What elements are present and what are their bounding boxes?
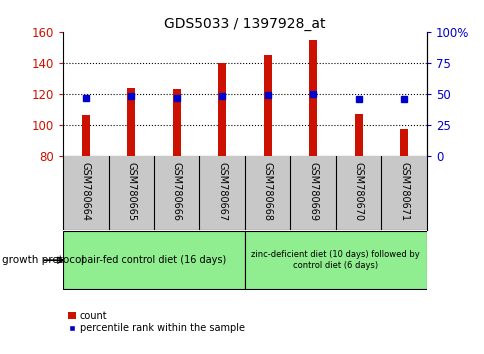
Text: GSM780668: GSM780668	[262, 162, 272, 221]
Bar	[81, 115, 90, 156]
Text: GSM780669: GSM780669	[307, 162, 318, 221]
Text: pair-fed control diet (16 days): pair-fed control diet (16 days)	[81, 255, 226, 265]
Text: GSM780664: GSM780664	[81, 162, 91, 221]
Text: GSM780665: GSM780665	[126, 162, 136, 221]
Text: GSM780671: GSM780671	[398, 162, 408, 221]
Text: growth protocol: growth protocol	[2, 255, 85, 265]
Text: GSM780667: GSM780667	[217, 162, 227, 221]
Text: zinc-deficient diet (10 days) followed by
control diet (6 days): zinc-deficient diet (10 days) followed b…	[251, 251, 419, 270]
Bar	[399, 130, 408, 156]
Text: GSM780670: GSM780670	[353, 162, 363, 221]
Title: GDS5033 / 1397928_at: GDS5033 / 1397928_at	[164, 17, 325, 31]
Bar	[218, 63, 226, 156]
Bar	[354, 114, 362, 156]
Bar	[244, 231, 426, 289]
Bar	[172, 89, 181, 156]
Bar	[127, 88, 135, 156]
Legend: count, percentile rank within the sample: count, percentile rank within the sample	[68, 311, 244, 333]
Bar	[63, 231, 244, 289]
Text: GSM780666: GSM780666	[171, 162, 182, 221]
Bar	[263, 55, 271, 156]
Bar	[308, 40, 317, 156]
